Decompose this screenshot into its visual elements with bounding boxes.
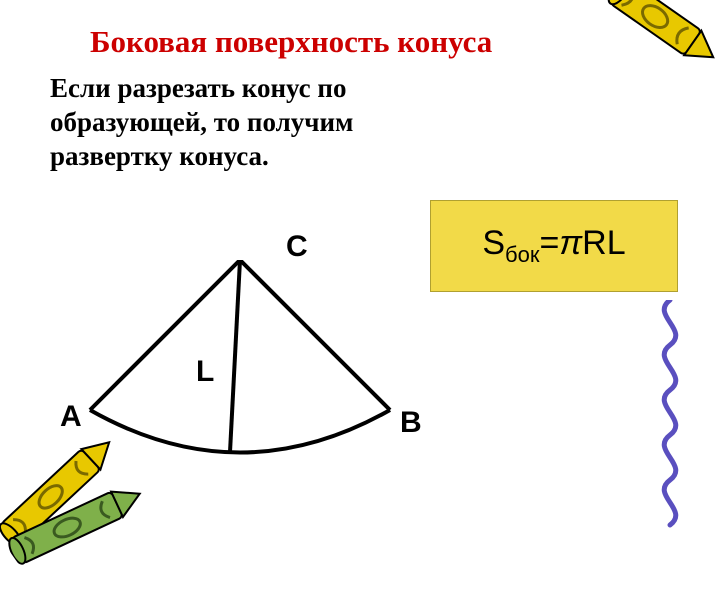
label-B: B	[400, 406, 422, 440]
formula: Sбок=πRL	[482, 224, 625, 268]
formula-RL: RL	[582, 224, 625, 262]
formula-pi: π	[559, 224, 582, 262]
formula-box: Sбок=πRL	[430, 200, 678, 292]
label-C: C	[286, 230, 308, 264]
body-paragraph: Если разрезать конус по образующей, то п…	[50, 72, 430, 173]
formula-S: S	[482, 224, 505, 262]
formula-sub: бок	[505, 242, 539, 267]
squiggle-icon	[645, 300, 695, 530]
mid-radius	[230, 260, 240, 452]
page-title: Боковая поверхность конуса	[90, 24, 492, 60]
edge-CA	[90, 260, 240, 410]
edge-CB	[240, 260, 390, 410]
label-L: L	[196, 355, 214, 389]
formula-eq: =	[540, 224, 560, 262]
crayon-icon	[585, 0, 720, 85]
